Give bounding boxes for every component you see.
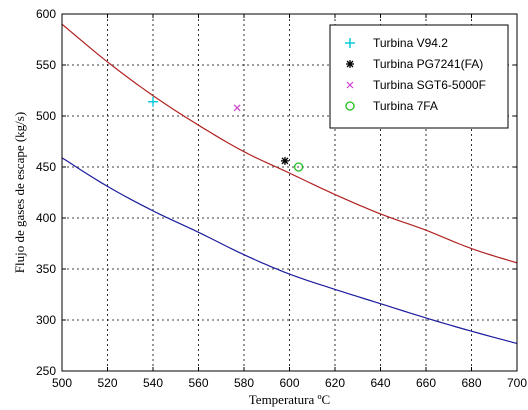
legend-marker-4 <box>345 101 355 111</box>
y-tick-label: 300 <box>36 313 56 327</box>
x-tick-label: 560 <box>188 376 208 390</box>
y-tick-label: 450 <box>36 160 56 174</box>
x-tick-label: 680 <box>461 376 481 390</box>
x-tick-label: 700 <box>507 376 527 390</box>
series-line-1 <box>61 23 518 264</box>
legend-marker-3 <box>346 81 354 89</box>
legend-label-1: Turbina V94.2 <box>373 36 448 50</box>
x-tick-label: 620 <box>325 376 345 390</box>
legend: Turbina V94.2 Turbina PG7241(FA) Turbina S… <box>329 24 509 129</box>
marker-stroke <box>293 162 304 172</box>
legend-box <box>329 24 509 129</box>
x-tick-label: 580 <box>234 376 254 390</box>
marker-stroke <box>281 157 289 165</box>
marker-stroke <box>346 60 354 68</box>
x-tick-label: 500 <box>52 376 72 390</box>
x-tick-label: 640 <box>370 376 390 390</box>
marker-stroke <box>345 101 355 111</box>
x-axis-title: Temperatura ºC <box>249 392 330 407</box>
y-tick-label: 250 <box>36 364 56 378</box>
y-tick-label: 500 <box>36 109 56 123</box>
marker-stroke <box>346 81 354 89</box>
marker-stroke <box>233 104 241 112</box>
x-tick-label: 520 <box>97 376 117 390</box>
x-tick-label: 660 <box>416 376 436 390</box>
legend-label-3: Turbina SGT6-5000F <box>373 78 486 92</box>
data-point-3 <box>233 104 241 112</box>
y-tick-label: 550 <box>36 58 56 72</box>
legend-marker-2 <box>346 60 354 68</box>
x-tick-label: 600 <box>279 376 299 390</box>
x-tick-label: 540 <box>143 376 163 390</box>
y-tick-label: 600 <box>36 7 56 21</box>
legend-label-4: Turbina 7FA <box>373 99 438 113</box>
data-point-2 <box>280 156 289 165</box>
y-tick-label: 400 <box>36 211 56 225</box>
series-line-2 <box>61 157 518 345</box>
y-axis-title: Flujo de gases de escape (kg/s) <box>12 112 27 273</box>
y-tick-label: 350 <box>36 262 56 276</box>
legend-marker-1 <box>345 38 355 48</box>
legend-label-2: Turbina PG7241(FA) <box>373 57 483 71</box>
data-point-1 <box>148 96 158 107</box>
data-point-4 <box>293 162 304 172</box>
